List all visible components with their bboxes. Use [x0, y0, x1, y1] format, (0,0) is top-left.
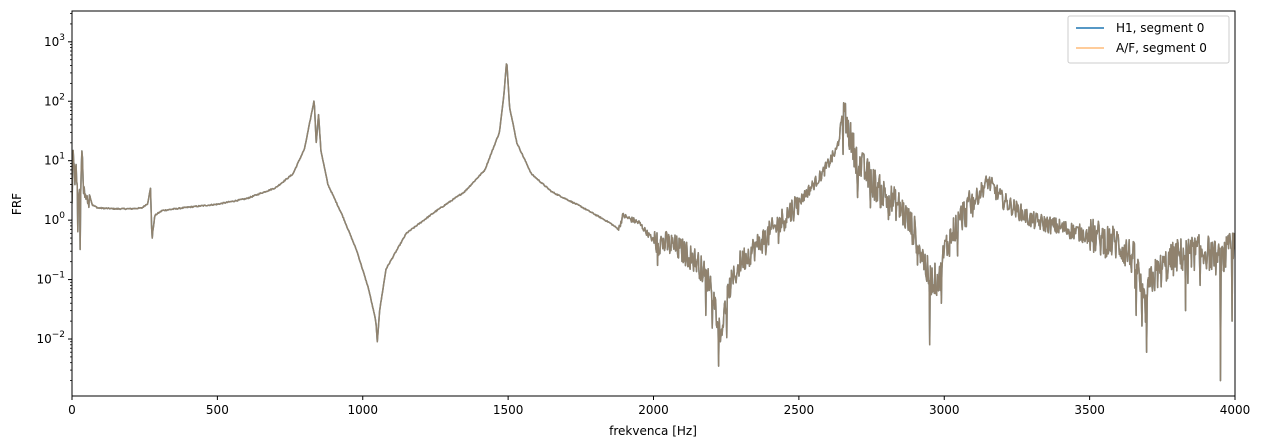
- x-tick-label-7: 3500: [1074, 403, 1105, 417]
- y-tick-label-0: 10−2: [36, 330, 65, 346]
- series-layer: [72, 63, 1235, 382]
- legend-label-h1: H1, segment 0: [1116, 21, 1204, 35]
- x-tick-label-8: 4000: [1220, 403, 1251, 417]
- x-tick-label-4: 2000: [638, 403, 669, 417]
- x-axis-label: frekvenca [Hz]: [609, 424, 697, 438]
- x-tick-label-1: 500: [206, 403, 229, 417]
- legend: H1, segment 0 A/F, segment 0: [1067, 15, 1230, 64]
- y-axis: 10−2 10−1 100 101 102 103: [36, 13, 72, 381]
- x-tick-label-5: 2500: [784, 403, 815, 417]
- y-tick-label-4: 102: [44, 92, 65, 108]
- legend-label-af: A/F, segment 0: [1116, 41, 1207, 55]
- x-tick-label-3: 1500: [493, 403, 524, 417]
- y-tick-label-2: 100: [44, 211, 65, 227]
- y-axis-label: FRF: [10, 193, 24, 215]
- legend-box: [1067, 15, 1230, 64]
- x-tick-label-6: 3000: [929, 403, 960, 417]
- x-axis: 0 500 1000 1500 2000 2500 3000 3500 4000: [68, 396, 1250, 417]
- series-line-blend: [72, 63, 1235, 382]
- x-tick-label-2: 1000: [347, 403, 378, 417]
- x-tick-label-0: 0: [68, 403, 76, 417]
- y-tick-label-3: 101: [44, 152, 65, 168]
- y-tick-label-1: 10−1: [36, 271, 65, 287]
- y-tick-label-5: 103: [44, 33, 65, 49]
